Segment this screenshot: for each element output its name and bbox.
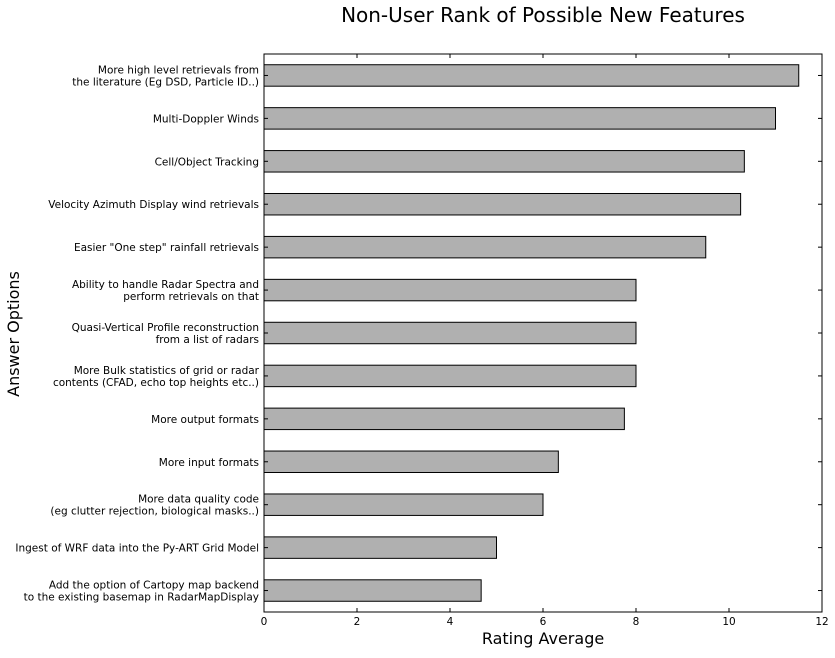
bar — [263, 64, 800, 87]
category-label-line: contents (CFAD, echo top heights etc..) — [53, 377, 259, 389]
category-label: More Bulk statistics of grid or radar con… — [53, 365, 260, 389]
category-label: More input formats — [159, 457, 259, 469]
category-label: Multi-Doppler Winds — [153, 113, 259, 125]
category-label-line: from a list of radars — [156, 334, 259, 346]
plot-area-frame — [263, 53, 823, 613]
category-label-line: the literature (Eg DSD, Particle ID..) — [72, 76, 259, 88]
category-label-line: More Bulk statistics of grid or radar — [74, 365, 260, 377]
category-label-line: Velocity Azimuth Display wind retrievals — [48, 199, 259, 211]
category-label: More data quality code (eg clutter reject… — [50, 494, 259, 518]
bar — [263, 150, 745, 173]
bars-layer — [263, 64, 800, 602]
x-axis-title: Rating Average — [482, 629, 604, 648]
bar — [263, 321, 637, 345]
category-label-line: to the existing basemap in RadarMapDispl… — [24, 592, 259, 604]
x-tick-label: 10 — [722, 616, 735, 628]
category-labels: More high level retrievals from the liter… — [15, 64, 259, 603]
category-label: Easier "One step" rainfall retrievals — [74, 242, 259, 254]
x-tick-label: 6 — [540, 616, 547, 628]
axis-ticks: 0 2 4 6 8 10 12 — [261, 54, 829, 628]
x-tick-label: 2 — [354, 616, 361, 628]
bar — [263, 278, 637, 302]
category-label: Cell/Object Tracking — [155, 156, 259, 168]
x-tick-label: 12 — [815, 616, 828, 628]
x-tick-label: 8 — [633, 616, 640, 628]
category-label-line: Ability to handle Radar Spectra and — [72, 279, 259, 291]
category-label-line: perform retrievals on that — [123, 291, 259, 303]
bar — [263, 579, 482, 602]
category-label: Ingest of WRF data into the Py-ART Grid … — [15, 543, 259, 555]
category-label: Add the option of Cartopy map backend to … — [24, 580, 259, 604]
category-label-line: Easier "One step" rainfall retrievals — [74, 242, 259, 254]
bar — [263, 536, 497, 559]
category-label: More high level retrievals from the liter… — [72, 64, 259, 88]
bar — [263, 235, 707, 259]
bar — [263, 364, 637, 388]
bar — [263, 450, 559, 473]
category-label-line: Add the option of Cartopy map backend — [49, 580, 259, 592]
bar — [263, 493, 544, 516]
category-label-line: (eg clutter rejection, biological masks.… — [50, 506, 259, 518]
category-label-line: Multi-Doppler Winds — [153, 113, 259, 125]
bar — [263, 407, 625, 431]
category-label-line: More data quality code — [138, 494, 259, 506]
category-label-line: More input formats — [159, 457, 259, 469]
category-label: Velocity Azimuth Display wind retrievals — [48, 199, 259, 211]
category-label-line: More output formats — [151, 414, 259, 426]
bar — [263, 193, 742, 216]
chart-title: Non-User Rank of Possible New Features — [341, 3, 745, 27]
category-label: More output formats — [151, 414, 259, 426]
bar — [263, 107, 776, 130]
x-tick-label: 0 — [261, 616, 268, 628]
y-axis-title: Answer Options — [4, 271, 23, 397]
category-label-line: Ingest of WRF data into the Py-ART Grid … — [15, 543, 259, 555]
category-label-line: Cell/Object Tracking — [155, 156, 259, 168]
category-label: Ability to handle Radar Spectra and perfo… — [72, 279, 259, 303]
category-label: Quasi-Vertical Profile reconstruction fro… — [72, 322, 259, 346]
category-label-line: Quasi-Vertical Profile reconstruction — [72, 322, 259, 334]
x-tick-label: 4 — [447, 616, 454, 628]
category-label-line: More high level retrievals from — [98, 64, 259, 76]
